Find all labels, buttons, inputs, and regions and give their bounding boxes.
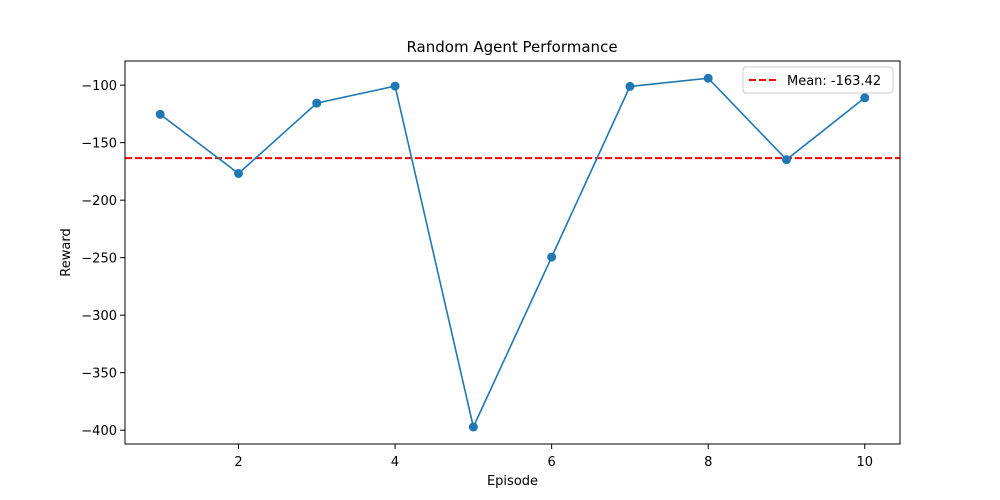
data-point-episode-3: [312, 98, 322, 108]
x-tick-label: 2: [234, 455, 242, 470]
data-point-episode-8: [703, 73, 713, 83]
x-tick-label: 10: [856, 455, 873, 470]
y-tick-label: −350: [81, 367, 117, 382]
y-tick-label: −300: [81, 309, 117, 324]
x-axis-label: Episode: [487, 474, 538, 489]
legend-label-mean: Mean: -163.42: [787, 74, 881, 89]
plot-area: [125, 73, 900, 432]
y-tick-label: −150: [81, 137, 117, 152]
y-tick-label: −200: [81, 194, 117, 209]
y-axis-label: Reward: [59, 228, 74, 276]
y-tick-label: −400: [81, 424, 117, 439]
x-tick-label: 4: [391, 455, 399, 470]
y-axis: −100 −150 −200 −250 −300 −350 −400: [81, 79, 125, 439]
data-point-episode-5: [468, 422, 478, 432]
series-line: [159, 77, 866, 430]
data-point-episode-7: [625, 81, 635, 91]
data-point-episode-2: [234, 168, 244, 178]
data-point-episode-4: [390, 81, 400, 91]
plot-frame: [124, 60, 901, 445]
x-tick-label: 8: [704, 455, 712, 470]
data-point-episode-6: [547, 252, 557, 262]
data-point-episode-1: [155, 109, 165, 119]
y-tick-label: −250: [81, 252, 117, 267]
data-point-episode-9: [781, 155, 791, 165]
y-tick-label: −100: [81, 79, 117, 94]
legend: Mean: -163.42: [742, 66, 894, 94]
legend-box: [742, 66, 894, 94]
data-point-episode-10: [860, 93, 870, 103]
x-tick-label: 6: [548, 455, 556, 470]
x-axis: 2 4 6 8 10: [234, 444, 873, 470]
chart-title: Random Agent Performance: [406, 38, 617, 56]
